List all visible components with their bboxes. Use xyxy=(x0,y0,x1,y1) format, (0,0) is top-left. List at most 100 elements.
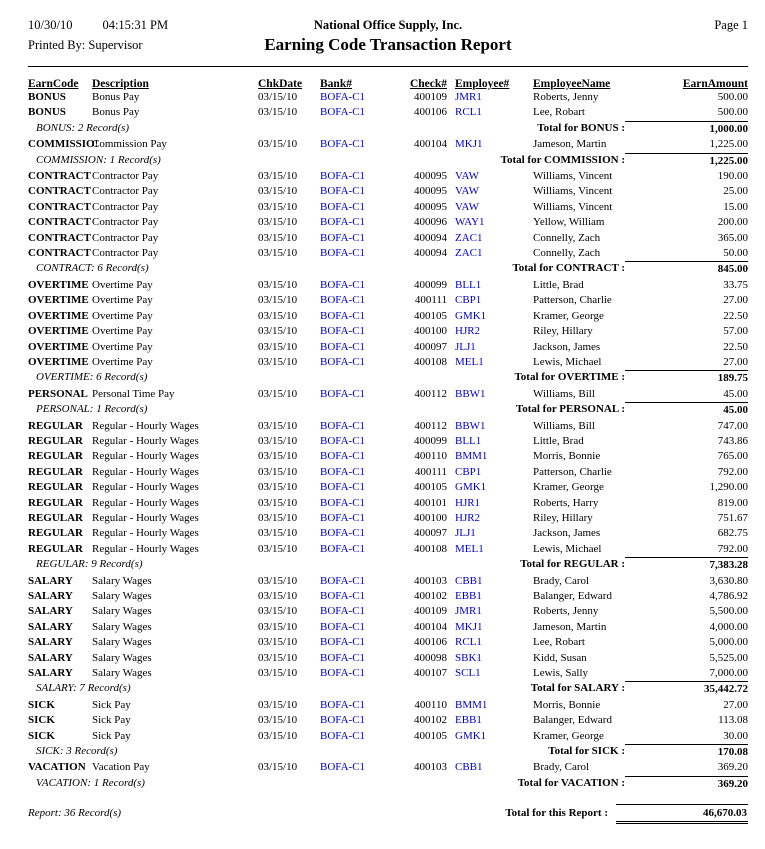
cell-employee-number-link[interactable]: BMM1 xyxy=(455,450,488,463)
cell-employee-name: Lewis, Sally xyxy=(533,667,588,680)
cell-employee-number-link[interactable]: VAW xyxy=(455,200,479,213)
cell-bank-link[interactable]: BOFA-C1 xyxy=(320,465,366,478)
cell-bank-link[interactable]: BOFA-C1 xyxy=(320,340,366,353)
cell-bank-link[interactable]: BOFA-C1 xyxy=(320,387,366,400)
cell-bank-link[interactable]: BOFA-C1 xyxy=(320,200,366,213)
cell-employee-number-link[interactable]: MKJ1 xyxy=(455,620,483,633)
cell-description: Sick Pay xyxy=(92,729,131,742)
cell-earn-code: OVERTIME xyxy=(28,294,89,307)
cell-bank-link[interactable]: BOFA-C1 xyxy=(320,667,366,680)
cell-employee-number-link[interactable]: SBK1 xyxy=(455,651,482,664)
cell-bank-link[interactable]: BOFA-C1 xyxy=(320,91,366,103)
cell-bank-link[interactable]: BOFA-C1 xyxy=(320,620,366,633)
cell-employee-number-link[interactable]: MKJ1 xyxy=(455,138,483,151)
table-row: SALARY Salary Wages 03/15/10 BOFA-C1 400… xyxy=(28,589,748,604)
cell-bank-link[interactable]: BOFA-C1 xyxy=(320,231,366,244)
cell-employee-number-link[interactable]: SCL1 xyxy=(455,667,481,680)
cell-employee-number-link[interactable]: ZAC1 xyxy=(455,231,483,244)
cell-bank-link[interactable]: BOFA-C1 xyxy=(320,574,366,587)
cell-employee-number-link[interactable]: CBP1 xyxy=(455,294,482,307)
cell-employee-number-link[interactable]: BBW1 xyxy=(455,387,486,400)
cell-employee-number-link[interactable]: VAW xyxy=(455,170,479,183)
group-total-label: Total for COMMISSION : xyxy=(500,153,625,166)
cell-bank-link[interactable]: BOFA-C1 xyxy=(320,511,366,524)
cell-employee-number-link[interactable]: MEL1 xyxy=(455,355,484,368)
cell-bank-link[interactable]: BOFA-C1 xyxy=(320,419,366,432)
cell-employee-number-link[interactable]: GMK1 xyxy=(455,309,487,322)
cell-bank-link[interactable]: BOFA-C1 xyxy=(320,185,366,198)
cell-bank-link[interactable]: BOFA-C1 xyxy=(320,450,366,463)
cell-bank-link[interactable]: BOFA-C1 xyxy=(320,294,366,307)
cell-employee-number-link[interactable]: JMR1 xyxy=(455,91,482,103)
cell-employee-number-link[interactable]: RCL1 xyxy=(455,636,482,649)
cell-bank-link[interactable]: BOFA-C1 xyxy=(320,714,366,727)
cell-bank-link[interactable]: BOFA-C1 xyxy=(320,729,366,742)
cell-employee-number-link[interactable]: ZAC1 xyxy=(455,247,483,260)
cell-employee-number-link[interactable]: JLJ1 xyxy=(455,527,476,540)
cell-employee-name: Jackson, James xyxy=(533,527,601,540)
cell-employee-number-link[interactable]: GMK1 xyxy=(455,481,487,494)
group-record-count: REGULAR: 9 Record(s) xyxy=(36,558,143,571)
cell-employee-number-link[interactable]: BLL1 xyxy=(455,278,482,291)
cell-bank-link[interactable]: BOFA-C1 xyxy=(320,170,366,183)
cell-bank-link[interactable]: BOFA-C1 xyxy=(320,434,366,447)
table-row: REGULAR Regular - Hourly Wages 03/15/10 … xyxy=(28,480,748,495)
cell-check-number: 400111 xyxy=(414,294,447,307)
cell-employee-number-link[interactable]: CBB1 xyxy=(455,574,483,587)
cell-employee-number-link[interactable]: BMM1 xyxy=(455,698,488,711)
cell-bank-link[interactable]: BOFA-C1 xyxy=(320,481,366,494)
cell-employee-number-link[interactable]: HJR2 xyxy=(455,511,481,524)
cell-bank-link[interactable]: BOFA-C1 xyxy=(320,325,366,338)
cell-bank-link[interactable]: BOFA-C1 xyxy=(320,636,366,649)
cell-employee-number-link[interactable]: GMK1 xyxy=(455,729,487,742)
cell-bank-link[interactable]: BOFA-C1 xyxy=(320,496,366,509)
cell-bank-link[interactable]: BOFA-C1 xyxy=(320,590,366,602)
cell-description: Overtime Pay xyxy=(92,340,153,353)
cell-employee-number-link[interactable]: WAY1 xyxy=(455,216,485,229)
table-row: REGULAR Regular - Hourly Wages 03/15/10 … xyxy=(28,542,748,557)
cell-employee-number-link[interactable]: JLJ1 xyxy=(455,340,476,353)
cell-bank-link[interactable]: BOFA-C1 xyxy=(320,761,366,774)
cell-description: Regular - Hourly Wages xyxy=(92,419,199,432)
cell-description: Contractor Pay xyxy=(92,216,159,229)
cell-check-number: 400112 xyxy=(414,387,447,400)
cell-check-date: 03/15/10 xyxy=(258,590,298,602)
cell-bank-link[interactable]: BOFA-C1 xyxy=(320,698,366,711)
cell-bank-link[interactable]: BOFA-C1 xyxy=(320,605,366,618)
cell-check-number: 400106 xyxy=(414,106,447,119)
cell-earn-code: OVERTIME xyxy=(28,340,89,353)
cell-employee-number-link[interactable]: HJR2 xyxy=(455,325,481,338)
cell-earn-amount: 5,000.00 xyxy=(709,636,749,649)
table-row: SALARY Salary Wages 03/15/10 BOFA-C1 400… xyxy=(28,620,748,635)
cell-bank-link[interactable]: BOFA-C1 xyxy=(320,216,366,229)
cell-employee-number-link[interactable]: RCL1 xyxy=(455,106,482,119)
cell-bank-link[interactable]: BOFA-C1 xyxy=(320,651,366,664)
cell-employee-number-link[interactable]: CBP1 xyxy=(455,465,482,478)
cell-bank-link[interactable]: BOFA-C1 xyxy=(320,106,366,119)
cell-check-date: 03/15/10 xyxy=(258,698,298,711)
cell-employee-number-link[interactable]: BBW1 xyxy=(455,419,486,432)
cell-employee-number-link[interactable]: VAW xyxy=(455,185,479,198)
group-record-count: CONTRACT: 6 Record(s) xyxy=(36,262,149,275)
cell-earn-amount: 792.00 xyxy=(717,465,748,478)
table-row: OVERTIME Overtime Pay 03/15/10 BOFA-C1 4… xyxy=(28,278,748,293)
cell-bank-link[interactable]: BOFA-C1 xyxy=(320,527,366,540)
cell-earn-amount: 22.50 xyxy=(723,340,748,353)
cell-employee-number-link[interactable]: EBB1 xyxy=(455,714,482,727)
cell-bank-link[interactable]: BOFA-C1 xyxy=(320,542,366,555)
printed-by: Printed By: Supervisor xyxy=(28,38,143,52)
cell-bank-link[interactable]: BOFA-C1 xyxy=(320,247,366,260)
cell-description: Overtime Pay xyxy=(92,355,153,368)
cell-employee-number-link[interactable]: EBB1 xyxy=(455,590,482,602)
column-header-earnamount: EarnAmount xyxy=(682,78,748,90)
cell-bank-link[interactable]: BOFA-C1 xyxy=(320,355,366,368)
cell-check-number: 400097 xyxy=(414,340,447,353)
cell-bank-link[interactable]: BOFA-C1 xyxy=(320,309,366,322)
cell-employee-number-link[interactable]: BLL1 xyxy=(455,434,482,447)
cell-employee-number-link[interactable]: MEL1 xyxy=(455,542,484,555)
cell-employee-number-link[interactable]: HJR1 xyxy=(455,496,481,509)
cell-employee-number-link[interactable]: CBB1 xyxy=(455,761,483,774)
cell-employee-number-link[interactable]: JMR1 xyxy=(455,605,482,618)
cell-bank-link[interactable]: BOFA-C1 xyxy=(320,278,366,291)
cell-bank-link[interactable]: BOFA-C1 xyxy=(320,138,366,151)
